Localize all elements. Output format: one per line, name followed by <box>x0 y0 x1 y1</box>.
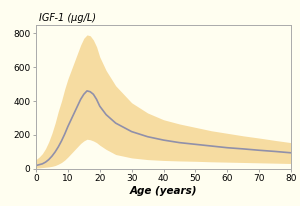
Text: IGF-1 (μg/L): IGF-1 (μg/L) <box>38 13 95 23</box>
X-axis label: Age (years): Age (years) <box>130 186 197 196</box>
